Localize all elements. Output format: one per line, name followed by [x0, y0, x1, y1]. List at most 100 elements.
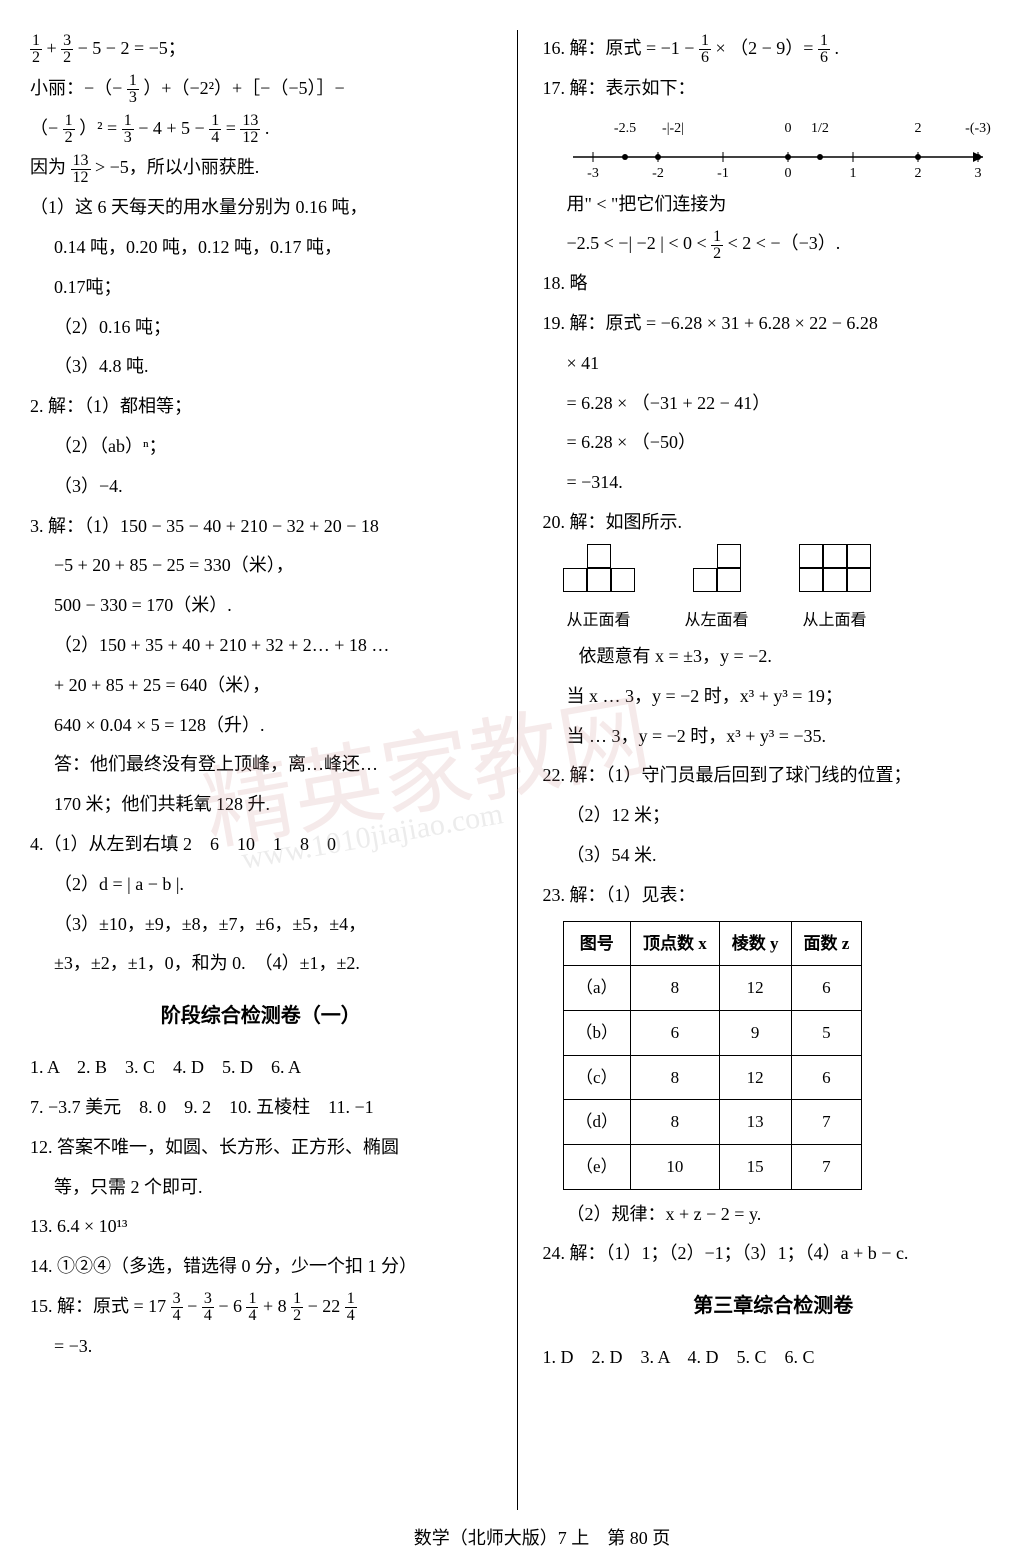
text-line: −2.5 < −| −2 | < 0 < 12 < 2 < −（−3）. [543, 225, 1005, 263]
text-line: （3）4.8 吨. [30, 348, 492, 386]
text-line: 19. 解：原式 = −6.28 × 31 + 6.28 × 22 − 6.28 [543, 305, 1005, 343]
fraction: 12 [291, 1291, 303, 1324]
text-line: 170 米；他们共耗氧 128 升. [30, 786, 492, 824]
left-view: 从左面看 [685, 544, 749, 638]
text-line: 因为 1312 > −5，所以小丽获胜. [30, 149, 492, 187]
svg-text:-|-2|: -|-2| [662, 121, 684, 136]
svg-text:2: 2 [914, 166, 921, 181]
fraction: 14 [246, 1291, 258, 1324]
fraction: 12 [30, 33, 42, 66]
text-line: （3）54 米. [543, 837, 1005, 875]
text-line: （2）12 米； [543, 797, 1005, 835]
text-line: （2）150 + 35 + 40 + 210 + 32 + 2… + 18 … [30, 627, 492, 665]
table-header: 面数 z [791, 921, 862, 966]
text-line: 1. A 2. B 3. C 4. D 5. D 6. A [30, 1049, 492, 1087]
text-line: 14. ①②④（多选，错选得 0 分，少一个扣 1 分） [30, 1248, 492, 1286]
table-header-row: 图号 顶点数 x 棱数 y 面数 z [563, 921, 862, 966]
fraction: 1312 [71, 153, 91, 186]
text-line: （− 12 ）² = 13 − 4 + 5 − 14 = 1312 . [30, 110, 492, 148]
table-row: （a）8126 [563, 966, 862, 1011]
text: . [265, 118, 270, 138]
fraction: 12 [711, 229, 723, 262]
text: − 5 − 2 = −5； [78, 38, 186, 58]
page-footer: 数学（北师大版）7 上 第 80 页 [30, 1524, 1024, 1550]
svg-text:3: 3 [974, 166, 981, 181]
text-line: （2）d = | a − b |. [30, 866, 492, 904]
text-line: = −314. [543, 464, 1005, 502]
section-title: 第三章综合检测卷 [543, 1285, 1005, 1327]
text-line: × 41 [543, 345, 1005, 383]
text-line: 4.（1）从左到右填 2 6 10 1 8 0 [30, 826, 492, 864]
text: < 2 < −（−3）. [728, 233, 841, 253]
text: ）+（−2²）+［−（−5）］− [143, 78, 344, 98]
svg-text:1: 1 [849, 166, 856, 181]
fraction: 16 [699, 33, 711, 66]
text: × （2 − 9）= [715, 38, 817, 58]
text: 16. 解：原式 = −1 − [543, 38, 699, 58]
text: > −5，所以小丽获胜. [95, 157, 259, 177]
fraction: 13 [122, 113, 134, 146]
fraction: 14 [209, 113, 221, 146]
svg-text:1/2: 1/2 [811, 121, 829, 136]
text-line: （3）−4. [30, 468, 492, 506]
text-line: 1. D 2. D 3. A 4. D 5. C 6. C [543, 1339, 1005, 1377]
text-line: 22. 解：（1）守门员最后回到了球门线的位置； [543, 757, 1005, 795]
text-line: 17. 解：表示如下： [543, 70, 1005, 108]
svg-text:-3: -3 [587, 166, 599, 181]
text-line: 答：他们最终没有登上顶峰，离…峰还… [30, 746, 492, 784]
svg-text:-2.5: -2.5 [613, 121, 635, 136]
fraction: 34 [202, 1291, 214, 1324]
table-header: 棱数 y [719, 921, 791, 966]
column-divider [517, 30, 518, 1510]
text-line: ±3，±2，±1，0，和为 0. （4）±1，±2. [30, 945, 492, 983]
view-label: 从上面看 [799, 604, 871, 638]
text-line: 当 … 3，y = −2 时，x³ + y³ = −35. [543, 718, 1005, 756]
text-line: 0.14 吨，0.20 吨，0.12 吨，0.17 吨， [30, 229, 492, 267]
text-line: 24. 解：（1）1；（2）−1；（3）1；（4）a + b − c. [543, 1235, 1005, 1273]
text-line: = −3. [30, 1328, 492, 1366]
text-line: （3）±10，±9，±8，±7，±6，±5，±4， [30, 906, 492, 944]
text-line: 15. 解：原式 = 17 34 − 34 − 6 14 + 8 12 − 22… [30, 1288, 492, 1326]
text-line: 0.17吨； [30, 269, 492, 307]
fraction: 13 [127, 73, 139, 106]
fraction: 12 [63, 113, 75, 146]
svg-text:-2: -2 [652, 166, 664, 181]
view-label: 从左面看 [685, 604, 749, 638]
text: = [226, 118, 241, 138]
text-line: 7. −3.7 美元 8. 0 9. 2 10. 五棱柱 11. −1 [30, 1089, 492, 1127]
table-row: （e）10157 [563, 1144, 862, 1189]
views-diagram: 从正面看 从左面看 从上面看 [563, 544, 1005, 638]
text-line: 640 × 0.04 × 5 = 128（升）. [30, 707, 492, 745]
fraction: 1312 [240, 113, 260, 146]
text: −2.5 < −| −2 | < 0 < [567, 233, 712, 253]
text: ）² = [79, 118, 122, 138]
text-line: 23. 解：（1）见表： [543, 877, 1005, 915]
text: − 4 + 5 − [138, 118, 209, 138]
text: 小丽：−（− [30, 78, 122, 98]
svg-text:2: 2 [914, 121, 921, 136]
svg-text:0: 0 [784, 166, 791, 181]
text-line: 用" < "把它们连接为 [543, 186, 1005, 224]
text: − [187, 1296, 202, 1316]
text-line: 500 − 330 = 170（米）. [30, 587, 492, 625]
svg-text:-1: -1 [717, 166, 729, 181]
fraction: 34 [171, 1291, 183, 1324]
vertex-edge-face-table: 图号 顶点数 x 棱数 y 面数 z （a）8126 （b）695 （c）812… [563, 921, 863, 1190]
top-view: 从上面看 [799, 544, 871, 638]
text-line: 小丽：−（− 13 ）+（−2²）+［−（−5）］− [30, 70, 492, 108]
text-line: （1）这 6 天每天的用水量分别为 0.16 吨， [30, 189, 492, 227]
svg-text:-(-3): -(-3) [965, 121, 991, 136]
text-line: 16. 解：原式 = −1 − 16 × （2 − 9）= 16 . [543, 30, 1005, 68]
text: （− [30, 118, 58, 138]
page-container: 12 + 32 − 5 − 2 = −5； 小丽：−（− 13 ）+（−2²）+… [30, 30, 1004, 1510]
section-title: 阶段综合检测卷（一） [30, 995, 492, 1037]
text-line: = 6.28 × （−31 + 22 − 41） [543, 385, 1005, 423]
text-line: 12 + 32 − 5 − 2 = −5； [30, 30, 492, 68]
text-line: 依题意有 x = ±3，y = −2. [543, 638, 1005, 676]
fraction: 14 [345, 1291, 357, 1324]
table-header: 顶点数 x [631, 921, 720, 966]
text: + [47, 38, 62, 58]
number-line-diagram: -3 -2 -1 0 1 2 3 -2.5 -|-2| 0 1/2 2 -(-3… [563, 112, 1005, 182]
text-line: −5 + 20 + 85 − 25 = 330（米）， [30, 547, 492, 585]
text-line: 3. 解：（1）150 − 35 − 40 + 210 − 32 + 20 − … [30, 508, 492, 546]
